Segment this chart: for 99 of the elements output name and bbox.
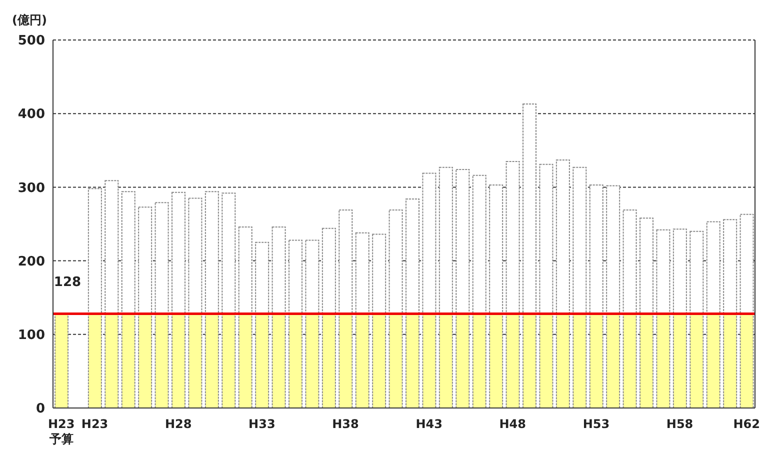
bar (672, 228, 687, 314)
x-tick-label: H38 (332, 417, 359, 431)
bar (622, 313, 637, 408)
bar (438, 166, 453, 314)
bar (572, 313, 587, 408)
bar (522, 313, 537, 408)
bar (104, 313, 119, 408)
bar (456, 169, 470, 314)
bar (740, 313, 754, 408)
bar (355, 313, 370, 408)
bar (322, 228, 336, 314)
y-tick-label: 300 (18, 180, 45, 196)
bar (456, 313, 470, 408)
x-tick-label: H33 (248, 417, 276, 431)
bar (406, 313, 420, 408)
bar (422, 172, 436, 314)
x-tick-label: H62 (733, 417, 760, 431)
bar (640, 218, 654, 314)
x-tick-label: H43 (416, 417, 442, 431)
bar (539, 164, 554, 314)
bar (606, 185, 620, 314)
bar (88, 313, 102, 408)
bar (506, 160, 520, 314)
bar (172, 313, 186, 408)
bar (622, 210, 637, 314)
bar (272, 226, 286, 314)
bar (238, 313, 252, 408)
y-axis-title: (億円) (12, 12, 47, 29)
x-tick-label: H23 予算 (48, 417, 75, 446)
bar (138, 206, 152, 314)
bar (288, 313, 303, 408)
x-tick-label: H28 (164, 417, 192, 431)
bar (355, 232, 370, 314)
bar (338, 210, 353, 314)
bar (188, 313, 202, 408)
bar (305, 240, 320, 314)
y-tick-label: 0 (36, 402, 45, 417)
y-tick-label: 400 (18, 107, 45, 122)
bar (88, 188, 102, 314)
bar (272, 313, 286, 408)
bar (690, 230, 704, 314)
y-tick-label: 500 (18, 34, 45, 49)
bar (138, 313, 152, 408)
bar (154, 202, 169, 314)
bar (222, 192, 236, 314)
bar (472, 313, 486, 408)
bar (589, 184, 604, 314)
bar (204, 313, 219, 408)
bar (388, 313, 403, 408)
bar (656, 313, 670, 408)
data-label: 128 (54, 274, 82, 290)
bar (438, 313, 453, 408)
bar (188, 198, 202, 314)
bar (506, 313, 520, 408)
bar (121, 313, 136, 408)
bar (406, 198, 420, 314)
bar (322, 313, 336, 408)
bar (288, 240, 303, 314)
bar (723, 219, 738, 314)
bar (422, 313, 436, 408)
bar (672, 313, 687, 408)
bar (305, 313, 320, 408)
bar (690, 313, 704, 408)
bar (723, 313, 738, 408)
bar (104, 180, 119, 314)
x-tick-label: H58 (666, 417, 694, 431)
y-tick-label: 100 (18, 328, 45, 344)
bar (640, 313, 654, 408)
bar (656, 229, 670, 314)
y-tick-label: 200 (18, 254, 45, 270)
bar (388, 210, 403, 314)
bar (522, 104, 537, 314)
bar (706, 313, 720, 408)
bar (372, 234, 386, 314)
bar (54, 313, 69, 408)
bar (740, 214, 754, 314)
bar (572, 166, 587, 314)
bar (172, 192, 186, 314)
bar (372, 313, 386, 408)
x-tick-label: H53 (582, 417, 610, 431)
bar (255, 242, 270, 314)
bar (556, 159, 570, 314)
bar (589, 313, 604, 408)
x-tick-label: H48 (499, 417, 526, 431)
bar (539, 313, 554, 408)
bar (606, 313, 620, 408)
bar (489, 313, 504, 408)
bar (472, 174, 486, 314)
bar (204, 191, 219, 314)
bar (338, 313, 353, 408)
bar (556, 313, 570, 408)
bar (222, 313, 236, 408)
bar (121, 191, 136, 314)
bar (154, 313, 169, 408)
x-tick-label: H23 (81, 417, 108, 431)
bar (489, 184, 504, 314)
bar (706, 221, 720, 314)
bar (255, 313, 270, 408)
bar (238, 226, 252, 314)
